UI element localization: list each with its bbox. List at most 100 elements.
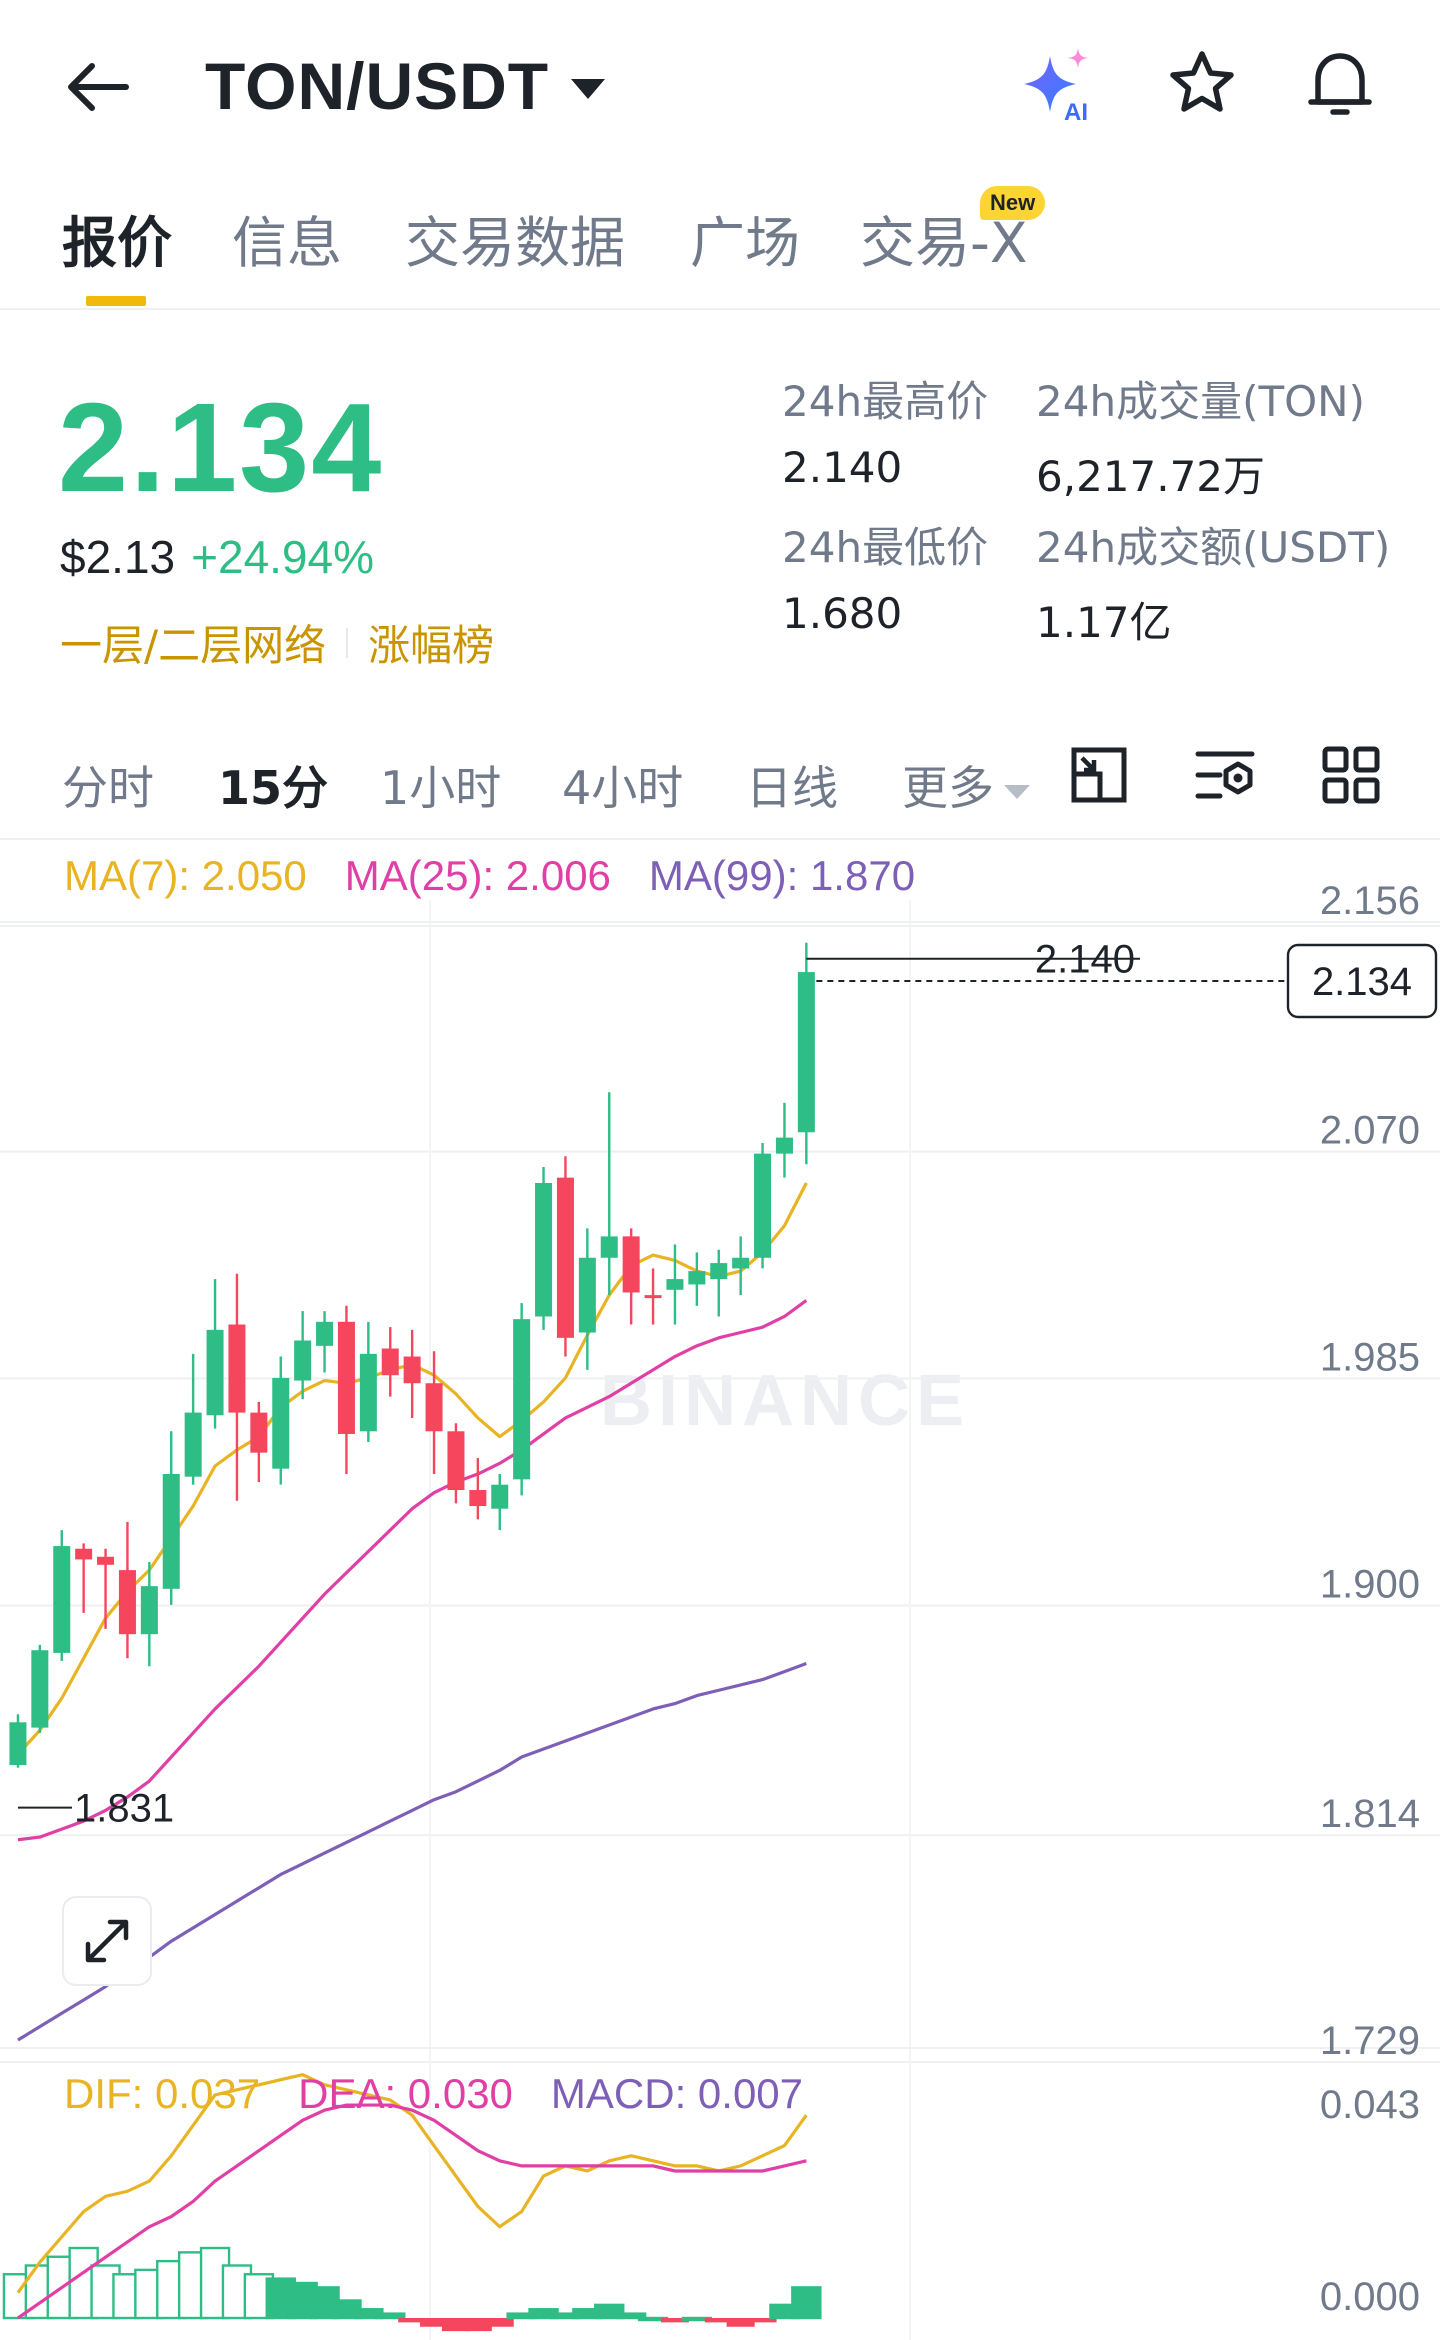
chevron-down-icon — [571, 79, 606, 99]
candles — [9, 942, 815, 1768]
ai-sparkle-icon: AI — [1024, 48, 1088, 126]
main-tabs: 报价 信息 交易数据 广场 交易-X — [0, 190, 1440, 310]
ma25-polyline — [17, 1299, 808, 1842]
candle-body — [97, 1556, 115, 1565]
candle — [556, 1156, 574, 1357]
macd-bar — [748, 2318, 777, 2323]
stat-label: 24h最低价 — [782, 523, 989, 572]
candle — [775, 1102, 793, 1178]
candle — [578, 1228, 596, 1370]
grid-icon — [1322, 746, 1380, 804]
tag-top-gainers[interactable]: 涨幅榜 — [368, 621, 495, 670]
back-button[interactable] — [60, 52, 140, 122]
binance-watermark: BINANCE — [600, 1361, 970, 1441]
last-price: 2.134 — [58, 377, 384, 518]
stat-24h-volume-ton: 24h成交量(TON) 6,217.72万 — [1036, 368, 1365, 504]
tab-quote[interactable]: 报价 — [62, 211, 173, 275]
macd-bar — [660, 2318, 689, 2323]
interval-1d[interactable]: 日线 — [746, 761, 838, 815]
macd-bar — [704, 2318, 733, 2323]
tag-layer-network[interactable]: 一层/二层网络 — [60, 621, 327, 670]
tab-info[interactable]: 信息 — [232, 211, 343, 275]
candle-body — [666, 1279, 684, 1290]
macd-legend: DIF: 0.037 DEA: 0.030 MACD: 0.007 — [64, 2070, 803, 2118]
fullscreen-button[interactable] — [62, 1896, 152, 1986]
candle — [294, 1311, 312, 1400]
ai-button[interactable]: AI — [1020, 42, 1104, 126]
stat-value: 6,217.72万 — [1036, 452, 1266, 501]
candle — [754, 1142, 772, 1269]
interval-more[interactable]: 更多 — [902, 752, 1030, 818]
macd-bar — [485, 2318, 514, 2327]
candle-body — [710, 1263, 728, 1280]
candle — [118, 1522, 136, 1659]
arrow-left-icon — [68, 63, 129, 111]
interval-more-label: 更多 — [902, 761, 994, 815]
candle-body — [31, 1650, 49, 1728]
stat-label: 24h成交量(TON) — [1036, 377, 1365, 426]
y-tick-label: 1.729 — [1320, 2019, 1420, 2063]
pair-title: TON/USDT — [205, 49, 550, 123]
candle-body — [9, 1722, 27, 1766]
candle — [644, 1268, 662, 1325]
pair-selector[interactable]: TON/USDT — [205, 48, 606, 124]
low-marker-label: 1.831 — [74, 1787, 174, 1831]
candle-body — [228, 1324, 246, 1413]
y-tick-label: 2.070 — [1320, 1109, 1420, 1153]
candle — [732, 1236, 750, 1296]
candle-body — [600, 1236, 618, 1258]
candle-body — [535, 1182, 553, 1317]
candle — [688, 1252, 706, 1306]
chart-layout-icon — [1071, 747, 1127, 803]
ma99-value: MA(99): 1.870 — [648, 852, 916, 899]
tab-square[interactable]: 广场 — [690, 211, 801, 275]
candle — [797, 942, 815, 1165]
grid-view-button[interactable] — [1316, 740, 1386, 810]
favorite-button[interactable] — [1160, 42, 1244, 126]
candle-body — [316, 1321, 334, 1346]
candle — [337, 1305, 355, 1475]
candle-body — [162, 1474, 180, 1589]
chart-layout-button[interactable] — [1064, 740, 1134, 810]
candle-body — [491, 1484, 509, 1509]
candle — [666, 1244, 684, 1325]
expand-icon — [85, 1919, 129, 1963]
macd-bar — [463, 2318, 492, 2332]
indicator-settings-button[interactable] — [1190, 740, 1260, 810]
candle — [622, 1228, 640, 1325]
y-tick-label: 1.900 — [1320, 1562, 1420, 1606]
price-subline: $2.13 +24.94% — [60, 530, 374, 584]
candle-body — [403, 1356, 421, 1384]
candle — [162, 1431, 180, 1605]
ma-legend: MA(7): 2.050 MA(25): 2.006 MA(99): 1.870 — [64, 852, 915, 900]
price-markers: 2.140 1.831 2.134 — [17, 938, 1438, 1831]
ma25-line — [17, 1299, 808, 1842]
interval-15m[interactable]: 15分 — [218, 761, 329, 815]
candle-body — [381, 1348, 399, 1376]
interval-4h[interactable]: 4小时 — [562, 761, 684, 815]
tab-trade-x[interactable]: 交易-X — [860, 211, 1028, 275]
ma7-line — [16, 1182, 808, 1756]
candle — [710, 1249, 728, 1317]
alert-button[interactable] — [1298, 42, 1382, 126]
macd-bar — [420, 2318, 449, 2327]
candle — [31, 1644, 49, 1733]
active-tab-indicator — [86, 296, 146, 306]
dea-value: DEA: 0.030 — [298, 2070, 513, 2117]
stat-value: 1.17亿 — [1036, 598, 1172, 647]
candle-body — [556, 1177, 574, 1338]
candle-body — [775, 1137, 793, 1154]
interval-time-share[interactable]: 分时 — [62, 761, 154, 815]
macd-bar — [726, 2318, 755, 2327]
candlestick-chart[interactable]: BINANCE 2.156 2.070 1.985 1.900 1.814 1.729 2… — [0, 840, 1440, 2340]
candle-body — [118, 1570, 136, 1635]
y-tick-label: 1.985 — [1320, 1336, 1420, 1380]
stat-label: 24h成交额(USDT) — [1036, 523, 1391, 572]
tab-trading-data[interactable]: 交易数据 — [405, 211, 626, 275]
macd-tick-label: 0.043 — [1320, 2083, 1420, 2127]
candle — [359, 1321, 377, 1442]
candle-body — [294, 1340, 312, 1381]
interval-1h[interactable]: 1小时 — [380, 761, 502, 815]
bell-icon — [1308, 53, 1372, 115]
stat-value: 2.140 — [782, 443, 903, 492]
